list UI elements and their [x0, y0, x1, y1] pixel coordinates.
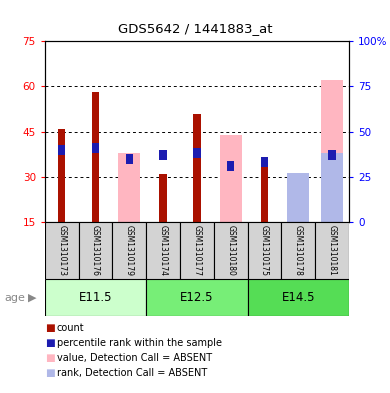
- Text: GSM1310174: GSM1310174: [159, 225, 168, 276]
- Bar: [92, 143, 99, 153]
- Bar: [193, 149, 201, 158]
- Bar: [248, 222, 282, 279]
- Bar: [321, 153, 343, 222]
- Bar: [287, 210, 309, 222]
- Bar: [180, 222, 214, 279]
- Text: GSM1310180: GSM1310180: [226, 225, 235, 276]
- Bar: [118, 153, 140, 222]
- Bar: [126, 154, 133, 164]
- Bar: [321, 81, 343, 222]
- Bar: [45, 279, 146, 316]
- Bar: [220, 135, 242, 222]
- Text: GSM1310177: GSM1310177: [192, 225, 202, 276]
- Text: GDS5642 / 1441883_at: GDS5642 / 1441883_at: [118, 22, 272, 35]
- Text: ■: ■: [45, 323, 55, 333]
- Text: count: count: [57, 323, 84, 333]
- Bar: [328, 150, 336, 160]
- Bar: [261, 158, 268, 167]
- Bar: [227, 161, 234, 171]
- Text: E14.5: E14.5: [282, 291, 315, 304]
- Bar: [214, 222, 248, 279]
- Bar: [79, 222, 112, 279]
- Text: GSM1310175: GSM1310175: [260, 225, 269, 276]
- Bar: [160, 174, 167, 222]
- Text: GSM1310176: GSM1310176: [91, 225, 100, 276]
- Text: GSM1310173: GSM1310173: [57, 225, 66, 276]
- Bar: [282, 222, 315, 279]
- Bar: [58, 145, 66, 155]
- Text: E11.5: E11.5: [79, 291, 112, 304]
- Bar: [92, 92, 99, 222]
- Text: GSM1310181: GSM1310181: [328, 225, 337, 276]
- Bar: [315, 222, 349, 279]
- Bar: [146, 279, 248, 316]
- Bar: [146, 222, 180, 279]
- Text: ▶: ▶: [28, 293, 37, 303]
- Text: GSM1310178: GSM1310178: [294, 225, 303, 276]
- Bar: [248, 279, 349, 316]
- Text: rank, Detection Call = ABSENT: rank, Detection Call = ABSENT: [57, 368, 207, 378]
- Text: E12.5: E12.5: [180, 291, 214, 304]
- Text: ■: ■: [45, 368, 55, 378]
- Bar: [45, 222, 79, 279]
- Bar: [193, 114, 201, 222]
- Text: GSM1310179: GSM1310179: [125, 225, 134, 276]
- Bar: [160, 150, 167, 160]
- Bar: [287, 173, 309, 222]
- Bar: [58, 129, 66, 222]
- Bar: [112, 222, 146, 279]
- Text: ■: ■: [45, 353, 55, 363]
- Text: ■: ■: [45, 338, 55, 348]
- Text: percentile rank within the sample: percentile rank within the sample: [57, 338, 222, 348]
- Bar: [261, 159, 268, 222]
- Text: value, Detection Call = ABSENT: value, Detection Call = ABSENT: [57, 353, 212, 363]
- Text: age: age: [4, 293, 25, 303]
